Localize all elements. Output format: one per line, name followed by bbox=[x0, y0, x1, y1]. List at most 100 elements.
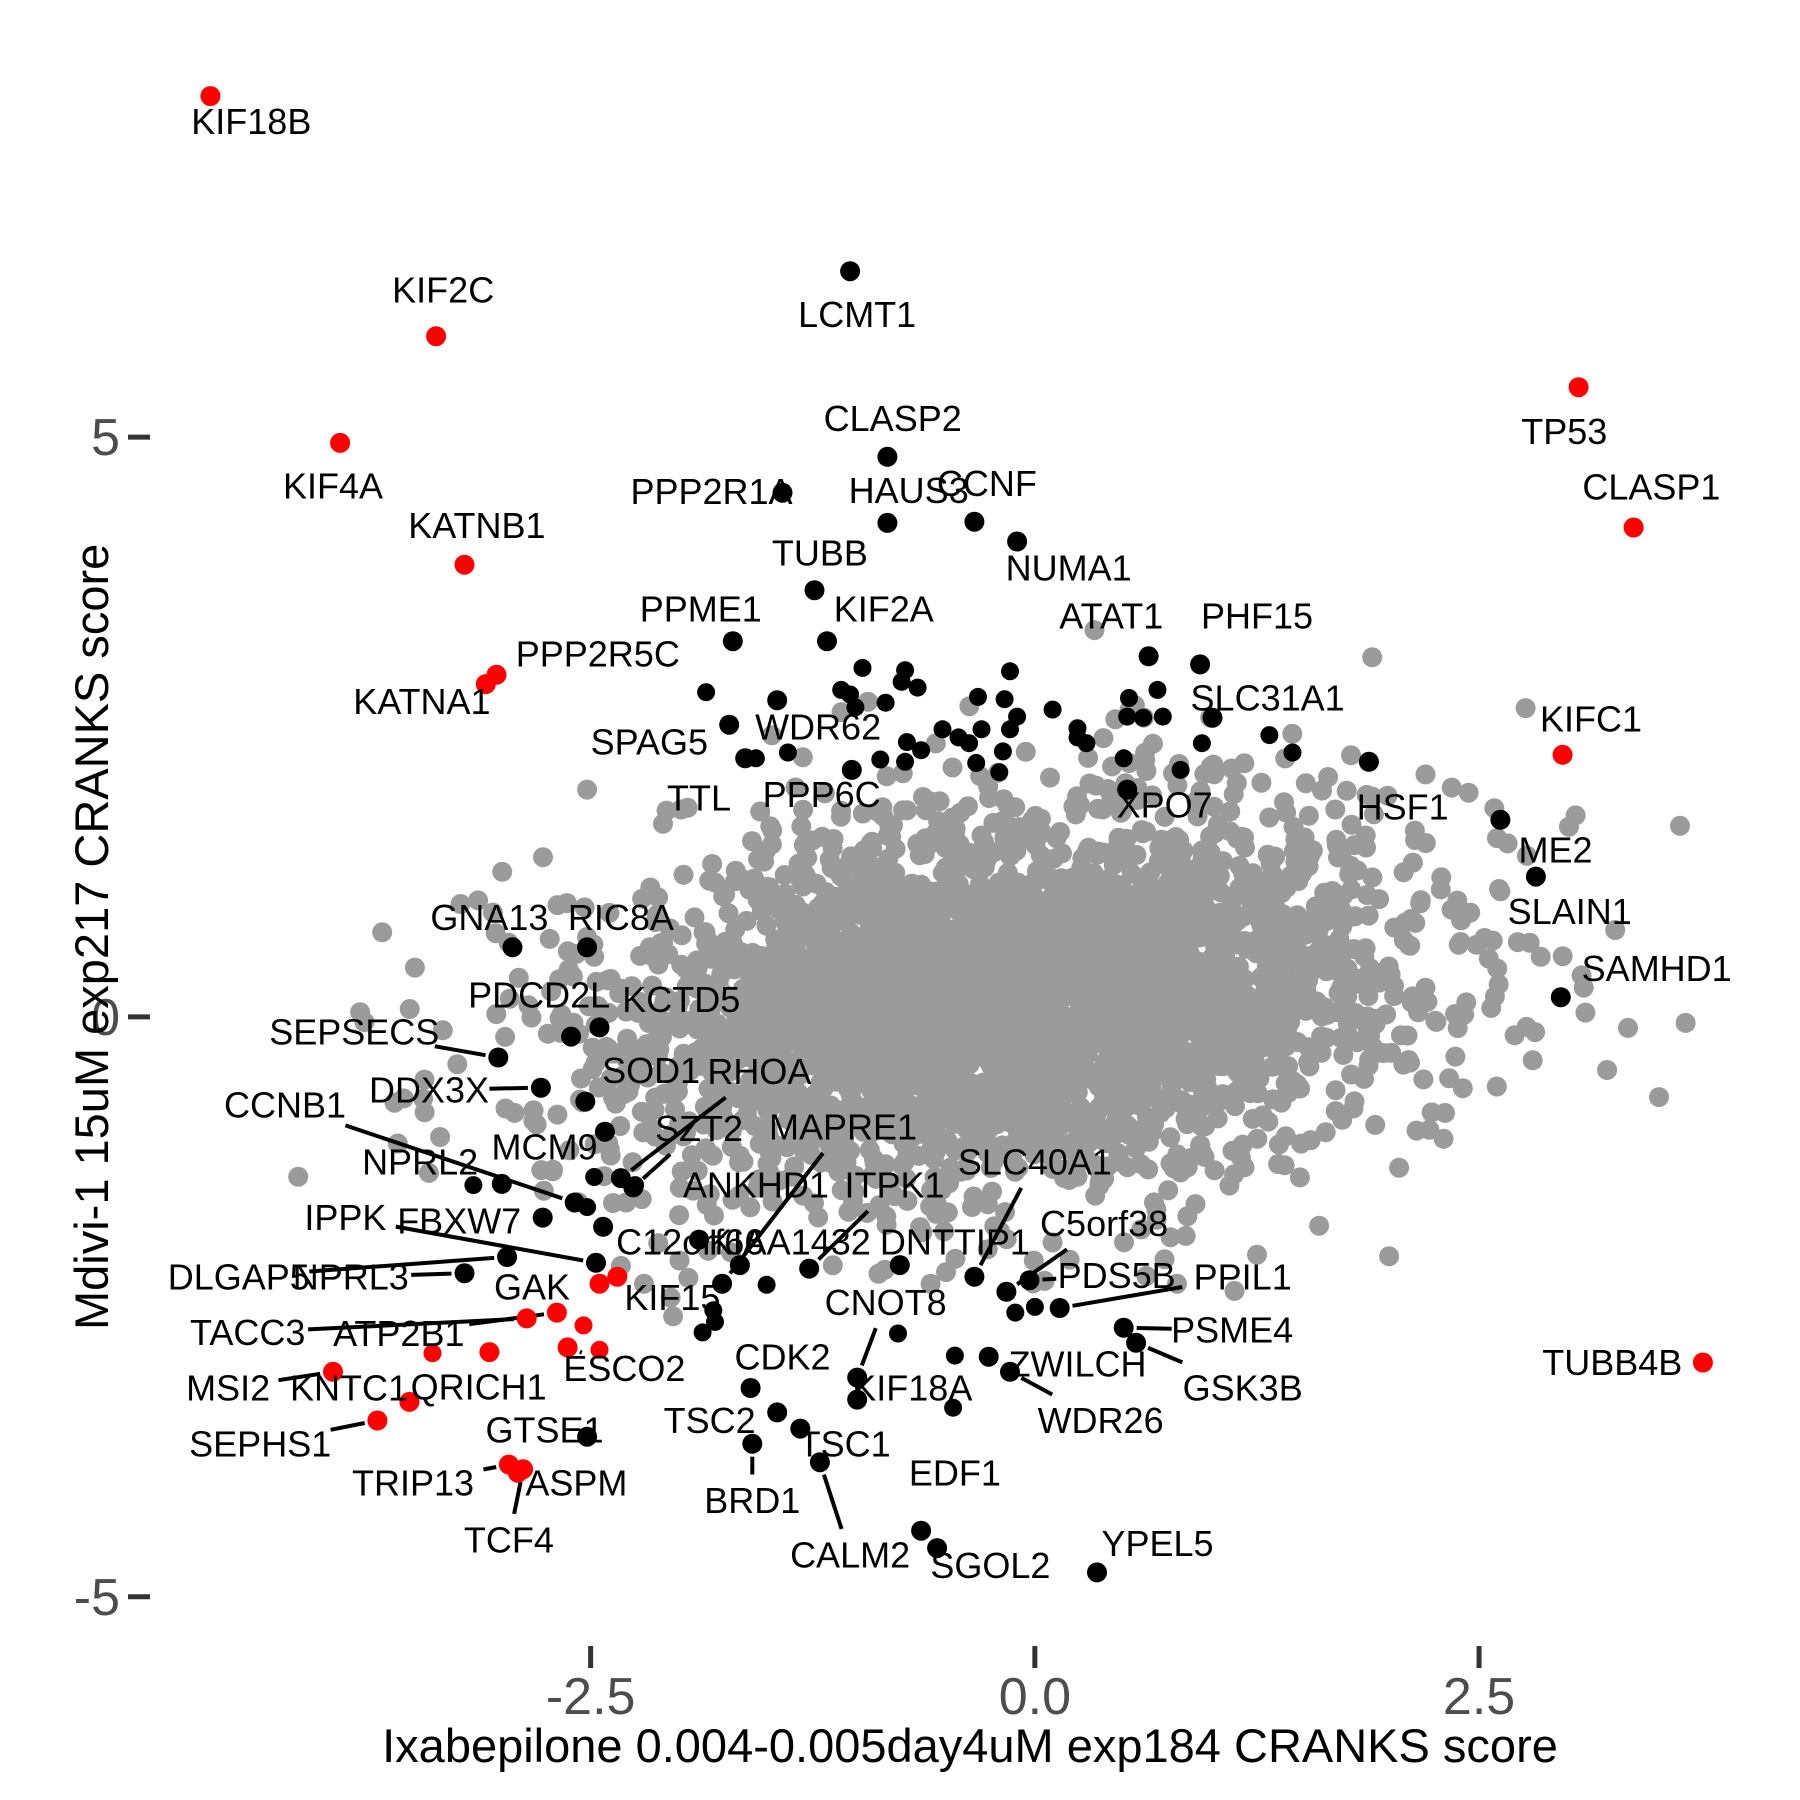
background-point bbox=[1295, 773, 1316, 794]
background-point bbox=[1154, 806, 1175, 827]
gene-label-LCMT1: LCMT1 bbox=[798, 294, 916, 335]
leader-line-CALM2 bbox=[821, 1473, 844, 1530]
background-point bbox=[1160, 1227, 1181, 1248]
gene-label-TP53: TP53 bbox=[1521, 411, 1607, 452]
background-point bbox=[1088, 1004, 1108, 1025]
background-point bbox=[885, 862, 906, 883]
background-point bbox=[1040, 767, 1060, 788]
background-point bbox=[1522, 1050, 1543, 1071]
gene-point-KIF4A bbox=[330, 432, 351, 453]
background-point bbox=[763, 1044, 784, 1065]
background-point bbox=[1167, 940, 1188, 961]
background-point bbox=[1377, 785, 1398, 806]
background-point bbox=[613, 1084, 634, 1104]
background-point bbox=[853, 1121, 874, 1142]
gene-point-YPEL5 bbox=[1087, 1562, 1107, 1583]
background-point bbox=[864, 1153, 885, 1174]
gene-label-GSK3B: GSK3B bbox=[1183, 1368, 1303, 1409]
background-point bbox=[1170, 1162, 1191, 1183]
background-point bbox=[1458, 782, 1479, 803]
background-point bbox=[1093, 728, 1114, 749]
gene-label-RHOA: RHOA bbox=[707, 1051, 811, 1092]
background-point bbox=[1431, 867, 1452, 888]
background-point bbox=[1090, 908, 1111, 929]
background-point bbox=[1247, 1128, 1268, 1149]
background-point bbox=[699, 1184, 720, 1205]
gene-label-PDS5B: PDS5B bbox=[1058, 1255, 1176, 1296]
background-point bbox=[1207, 1108, 1228, 1129]
gene-label-KIF2C: KIF2C bbox=[392, 269, 494, 310]
background-point bbox=[1228, 884, 1249, 905]
background-point bbox=[750, 801, 771, 822]
background-point bbox=[954, 1065, 975, 1086]
background-point bbox=[399, 999, 420, 1019]
leader-line-PPIL1 bbox=[1072, 1285, 1183, 1308]
background-point bbox=[1185, 1194, 1206, 1215]
gene-label-PPIL1: PPIL1 bbox=[1194, 1256, 1292, 1297]
background-point bbox=[418, 1162, 439, 1183]
background-point bbox=[823, 941, 843, 962]
background-point bbox=[742, 942, 763, 963]
background-point bbox=[836, 954, 857, 975]
gene-point-SZT2 bbox=[623, 1177, 644, 1198]
gene-point-TACC3 bbox=[516, 1308, 537, 1329]
gene-point-HAUS3 bbox=[877, 512, 898, 533]
background-point bbox=[1259, 991, 1280, 1012]
background-point bbox=[941, 1079, 961, 1100]
background-point bbox=[1142, 733, 1163, 754]
background-point bbox=[1618, 1017, 1638, 1038]
background-point bbox=[1325, 1080, 1346, 1101]
background-point bbox=[1291, 863, 1312, 884]
hit-point bbox=[876, 693, 895, 712]
hit-point bbox=[990, 763, 1009, 782]
background-point bbox=[482, 902, 503, 923]
gene-point-SLC40A1 bbox=[964, 1266, 985, 1287]
background-point bbox=[925, 733, 946, 754]
background-point bbox=[1290, 1078, 1311, 1099]
background-point bbox=[1146, 1209, 1167, 1230]
background-point bbox=[1131, 1219, 1152, 1240]
background-point bbox=[673, 864, 694, 885]
background-point bbox=[1254, 1037, 1275, 1057]
hit-point bbox=[778, 743, 797, 762]
gene-label-TSC1: TSC1 bbox=[799, 1423, 891, 1464]
background-point bbox=[1571, 965, 1592, 986]
hit-point bbox=[995, 690, 1014, 709]
background-point bbox=[1144, 1192, 1164, 1213]
background-point bbox=[596, 1036, 617, 1057]
background-point bbox=[974, 954, 995, 975]
background-point bbox=[1078, 747, 1099, 768]
background-point bbox=[907, 902, 928, 923]
gene-label-SEPSECS: SEPSECS bbox=[269, 1012, 439, 1053]
background-point bbox=[1172, 1090, 1193, 1111]
background-point bbox=[879, 816, 900, 837]
gene-point-SLAIN1 bbox=[1525, 866, 1546, 887]
red-hit-point bbox=[574, 1316, 593, 1335]
background-point bbox=[1049, 892, 1070, 913]
leader-line-DDX3X bbox=[489, 1085, 528, 1091]
background-point bbox=[1141, 896, 1162, 917]
background-point bbox=[937, 921, 958, 942]
background-point bbox=[633, 1122, 654, 1143]
background-point bbox=[1322, 881, 1343, 901]
background-point bbox=[671, 1161, 692, 1182]
background-point bbox=[1052, 1038, 1073, 1059]
gene-label-QRICH1: QRICH1 bbox=[411, 1367, 547, 1408]
hit-point bbox=[908, 678, 927, 697]
gene-label-ITPK1: ITPK1 bbox=[844, 1165, 944, 1206]
hit-point bbox=[1001, 720, 1019, 739]
background-point bbox=[852, 885, 873, 906]
background-point bbox=[1029, 1036, 1049, 1057]
background-point bbox=[944, 992, 965, 1013]
background-point bbox=[1410, 890, 1431, 911]
background-point bbox=[700, 1143, 721, 1164]
gene-point-CDK2 bbox=[740, 1378, 761, 1398]
background-point bbox=[585, 1053, 606, 1074]
gene-label-TRIP13: TRIP13 bbox=[352, 1463, 474, 1504]
background-point bbox=[939, 1173, 960, 1194]
y-tick-label: -5 bbox=[74, 1569, 120, 1627]
leader-line-MAPRE1 bbox=[728, 1151, 825, 1275]
background-point bbox=[1164, 1065, 1185, 1086]
gene-point-PPIL1 bbox=[1049, 1298, 1070, 1318]
background-point bbox=[812, 893, 833, 914]
